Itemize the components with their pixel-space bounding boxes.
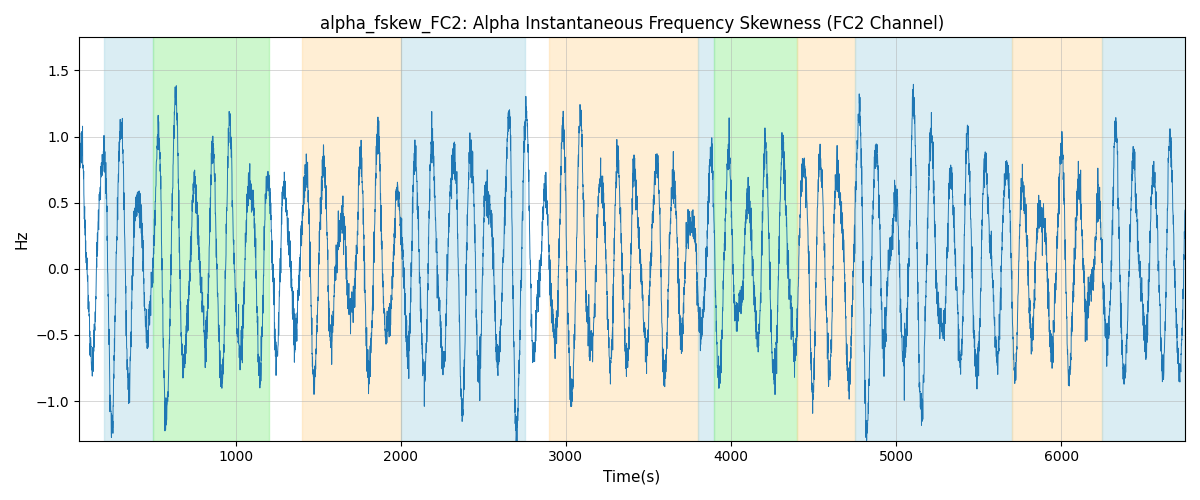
Bar (401, 38, 524, 440)
Bar (550, 38, 698, 440)
Bar (301, 38, 401, 440)
Bar (1012, 38, 1103, 440)
Bar (714, 38, 797, 440)
Bar (154, 38, 269, 440)
Title: alpha_fskew_FC2: Alpha Instantaneous Frequency Skewness (FC2 Channel): alpha_fskew_FC2: Alpha Instantaneous Fre… (320, 15, 944, 34)
Bar (1103, 38, 1186, 440)
Bar (698, 38, 714, 440)
Y-axis label: Hz: Hz (14, 230, 30, 249)
Bar (103, 38, 154, 440)
Bar (854, 38, 1012, 440)
X-axis label: Time(s): Time(s) (604, 470, 660, 485)
Bar (797, 38, 854, 440)
